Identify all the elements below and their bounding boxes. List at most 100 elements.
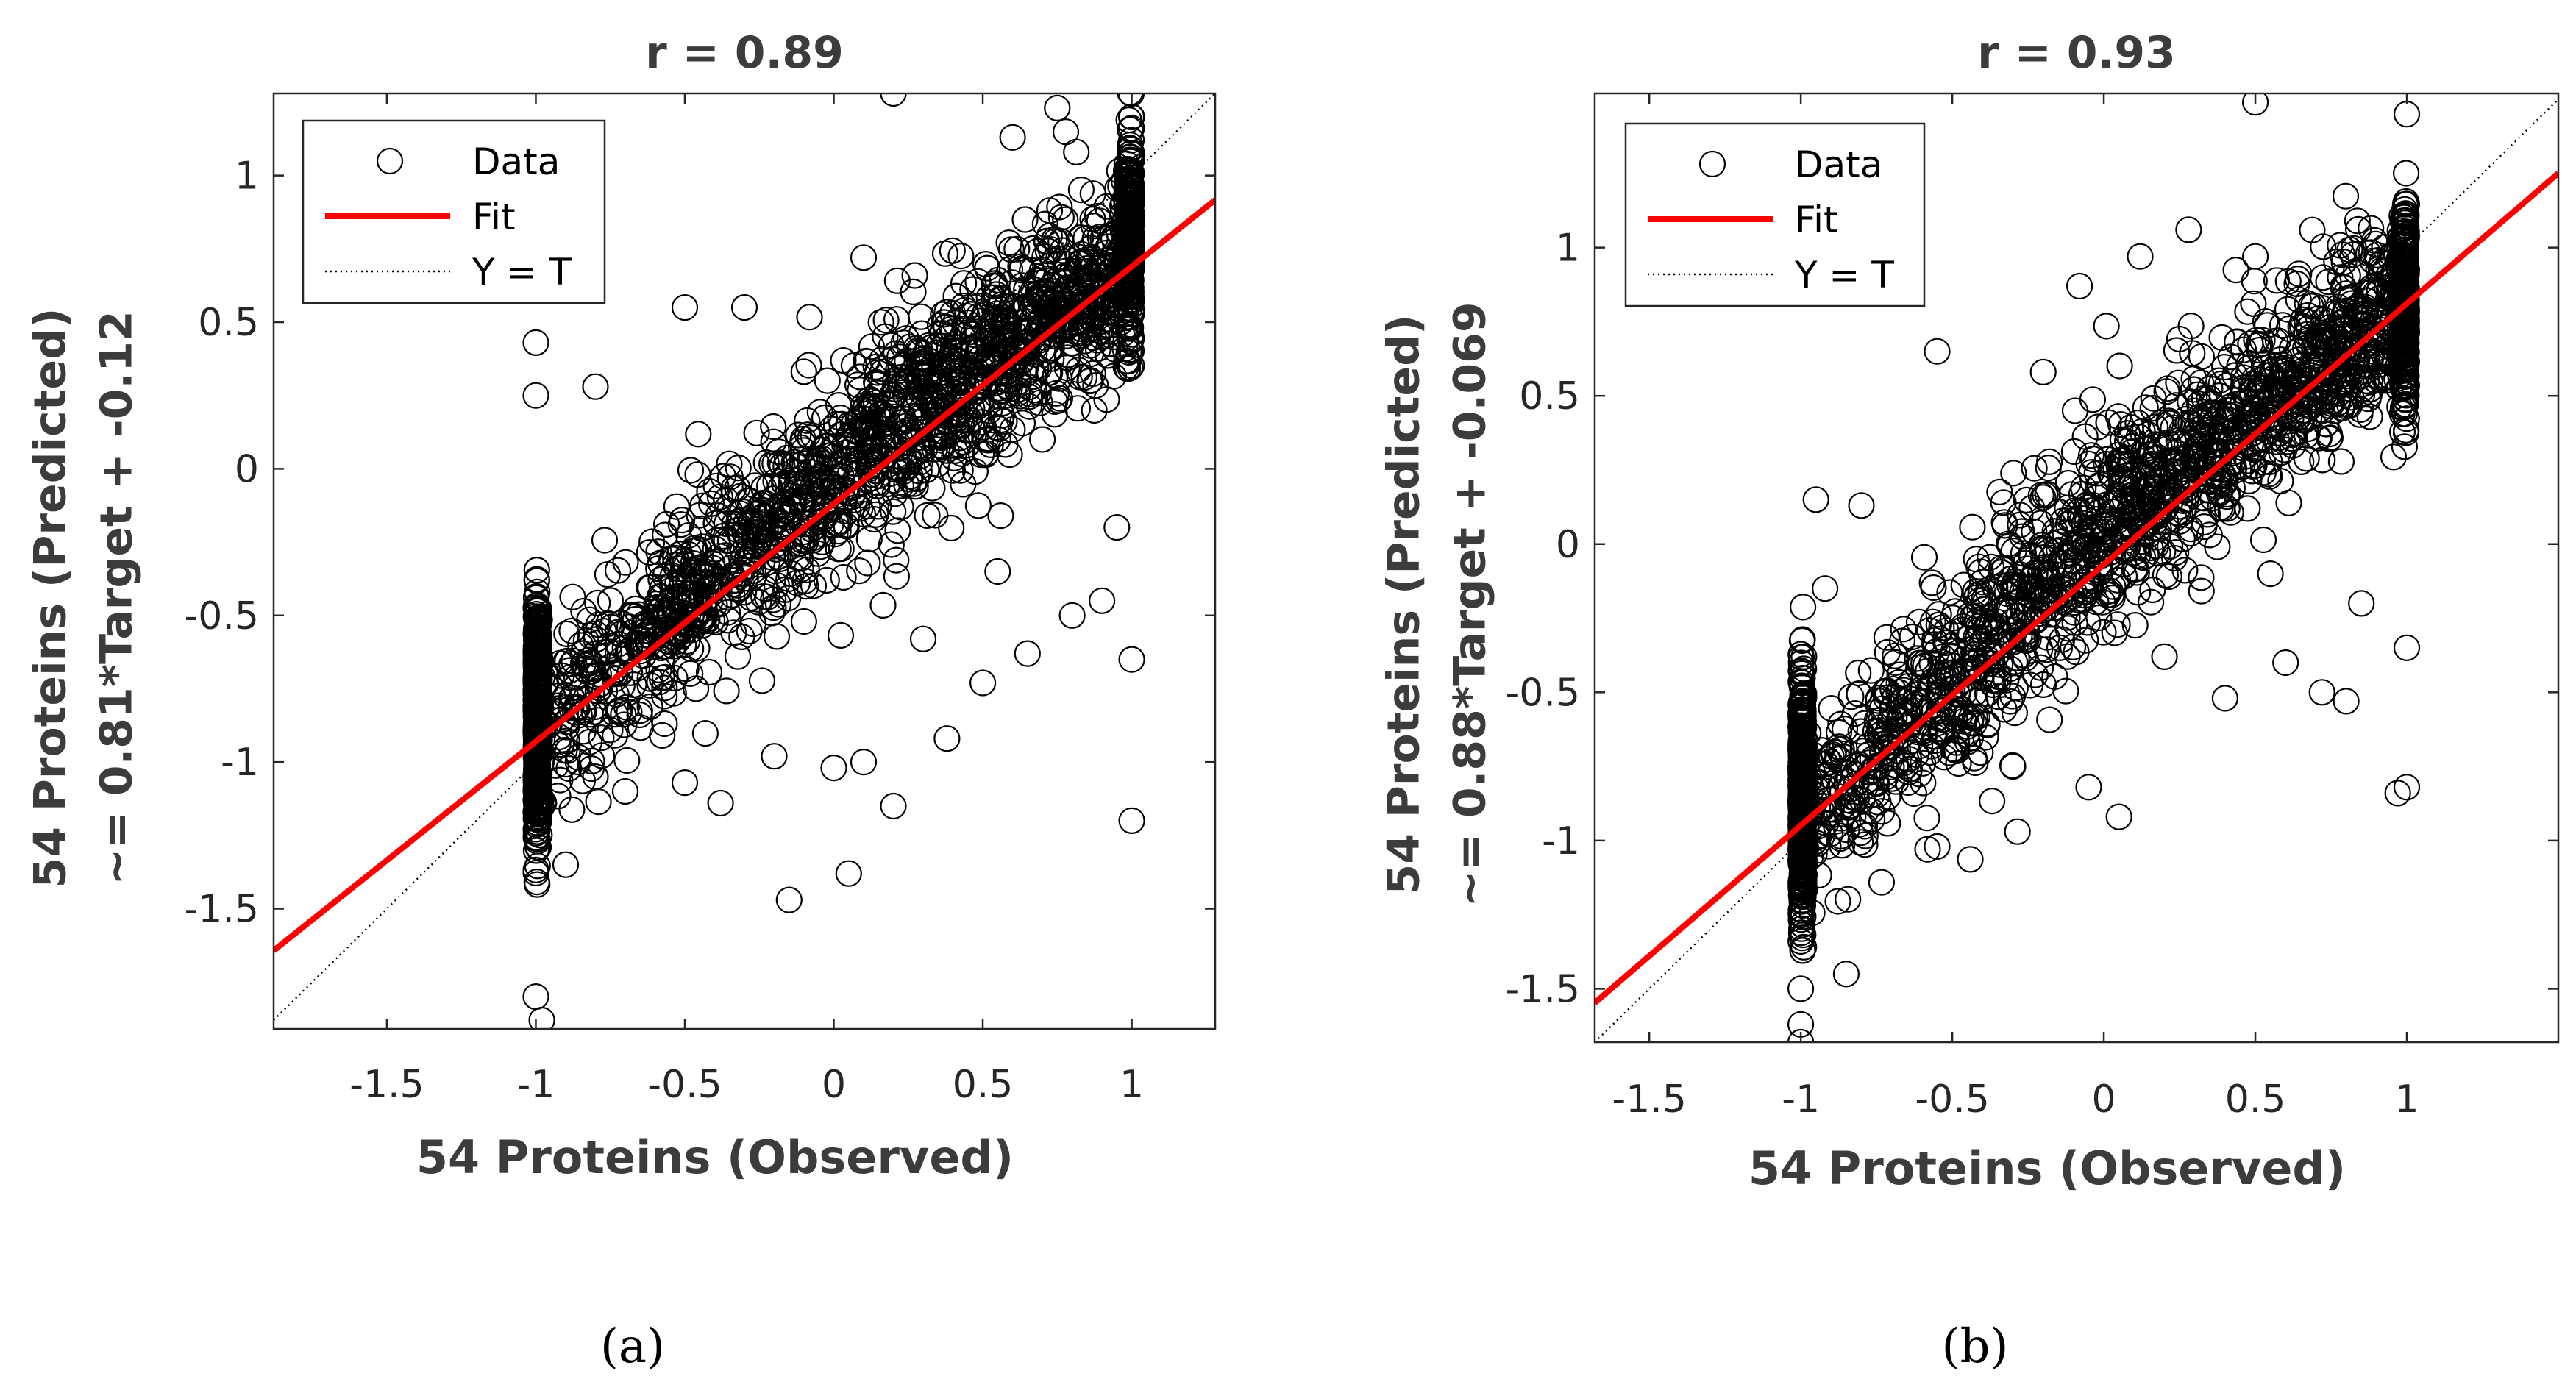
data-point: [1847, 718, 1874, 745]
data-point: [1117, 140, 1145, 167]
data-point: [836, 461, 864, 488]
data-point: [590, 617, 617, 645]
data-point: [2021, 455, 2048, 482]
data-point: [790, 358, 817, 385]
data-point: [2207, 431, 2235, 458]
data-point: [604, 619, 631, 646]
data-point: [582, 663, 609, 691]
data-point: [820, 754, 847, 782]
data-point: [714, 599, 741, 626]
data-point: [1798, 759, 1826, 786]
data-point: [1788, 705, 1816, 733]
data-point: [1078, 306, 1106, 333]
data-point: [626, 701, 653, 729]
data-point: [988, 402, 1016, 429]
y-axis-label-equation: ~= 0.81*Target + -0.12: [91, 310, 143, 885]
data-point: [2172, 405, 2199, 433]
data-point: [627, 714, 654, 741]
data-point: [585, 660, 613, 688]
data-point: [878, 531, 905, 558]
data-point: [787, 555, 814, 583]
chart-b: -1.5 -1 -0.5 0 0.5 1-1.5-1-0.500.51r = 0.9354…: [1378, 27, 2560, 1374]
data-point: [1882, 752, 1910, 779]
data-point: [523, 744, 550, 772]
data-point: [2106, 456, 2133, 484]
data-point: [922, 389, 949, 416]
data-point: [869, 591, 897, 619]
data-point: [2384, 780, 2411, 807]
data-point: [999, 124, 1026, 151]
data-point: [544, 783, 572, 810]
data-point: [1071, 327, 1099, 355]
data-point: [2319, 390, 2346, 418]
data-point: [612, 549, 639, 576]
data-point: [524, 772, 552, 799]
data-point: [2077, 442, 2105, 469]
data-point: [1851, 813, 1879, 840]
legend-entry-label: Fit: [472, 196, 516, 238]
data-point: [858, 333, 886, 360]
data-point: [1014, 640, 1041, 667]
data-point: [2084, 413, 2112, 441]
data-point: [880, 498, 907, 525]
data-point: [676, 559, 704, 586]
data-point: [2074, 491, 2101, 518]
data-point: [1789, 860, 1817, 887]
data-point: [702, 472, 730, 499]
data-point: [2130, 513, 2157, 541]
data-point: [695, 658, 723, 686]
data-point: [874, 408, 901, 436]
data-point: [741, 507, 768, 535]
data-point: [620, 602, 647, 629]
data-point: [683, 555, 710, 582]
chart-title: r = 0.93: [1977, 27, 2176, 79]
y-tick-label: 1: [1556, 227, 1580, 271]
data-point: [800, 572, 828, 599]
data-point: [2181, 441, 2208, 469]
data-point: [1847, 829, 1874, 856]
data-point: [911, 363, 939, 391]
x-tick-label: 0.5: [953, 1063, 1014, 1107]
data-point: [795, 352, 822, 379]
data-point: [2090, 619, 2117, 646]
data-point: [2242, 243, 2269, 270]
data-point: [1787, 975, 1815, 1002]
data-point: [1117, 336, 1144, 363]
data-point: [2188, 577, 2215, 605]
legend-box: [302, 119, 606, 304]
y-tick-label: 1: [235, 154, 259, 199]
data-point: [972, 440, 1000, 467]
data-point: [1919, 608, 1946, 635]
data-point: [1117, 354, 1144, 381]
data-point: [1961, 602, 1988, 630]
data-point: [2234, 495, 2261, 522]
data-point: [997, 236, 1025, 263]
data-point: [2211, 685, 2238, 712]
data-point: [2012, 644, 2039, 672]
data-point: [1885, 669, 1913, 696]
data-point: [2272, 649, 2299, 677]
data-point: [846, 557, 873, 585]
data-point: [2066, 272, 2093, 300]
data-point: [713, 677, 740, 705]
y-axis-label: 54 Proteins (Predicted): [25, 308, 77, 888]
data-point: [2308, 679, 2335, 706]
data-point: [1812, 575, 1839, 602]
data-point: [939, 457, 967, 484]
data-point: [1824, 888, 1851, 915]
y-tick-label: -0.5: [185, 594, 259, 638]
chart-a: -1.5 -1 -0.5 0 0.5 1-1.5-1-0.500.51r = 0.8954…: [25, 27, 1217, 1374]
data-point: [1957, 846, 1984, 873]
data-point: [2230, 336, 2257, 363]
data-point: [1999, 752, 2027, 780]
data-point: [1950, 708, 1978, 735]
data-point: [1976, 610, 2003, 637]
data-point: [806, 533, 834, 560]
data-point: [2188, 369, 2215, 396]
data-point: [2393, 774, 2421, 801]
x-axis-label: 54 Proteins (Observed): [1748, 1141, 2346, 1195]
data-point: [719, 571, 747, 598]
x-tick-label: -1.5: [349, 1063, 424, 1107]
data-point: [2146, 432, 2173, 459]
data-point: [884, 517, 911, 544]
